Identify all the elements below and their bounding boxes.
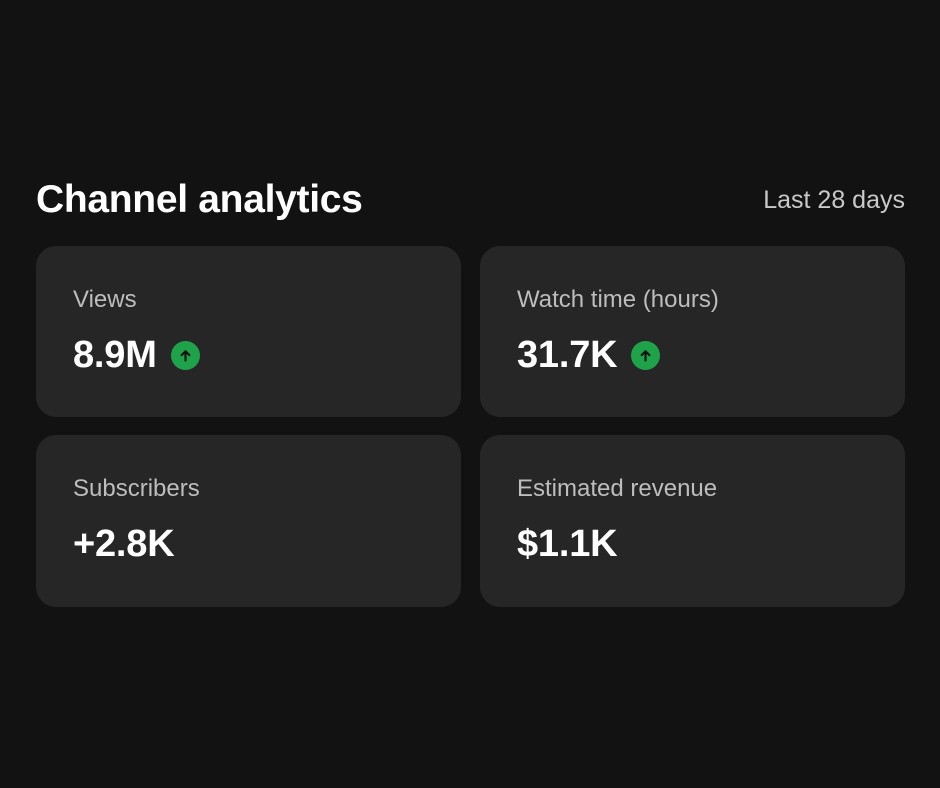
metric-value-row: $1.1K [517, 523, 618, 566]
metric-label: Estimated revenue [517, 475, 718, 502]
metric-value-row: +2.8K [73, 523, 175, 566]
metric-label: Subscribers [73, 475, 200, 502]
metric-value: 31.7K [517, 334, 618, 376]
metric-card-views[interactable]: Views 8.9M [36, 246, 461, 417]
page-title: Channel analytics [36, 178, 363, 221]
metric-value: +2.8K [73, 523, 175, 565]
arrow-up-circle-icon [631, 341, 661, 370]
metric-label: Watch time (hours) [517, 286, 719, 313]
metric-value-row: 8.9M [73, 334, 200, 377]
metric-card-estimated-revenue[interactable]: Estimated revenue $1.1K [480, 435, 905, 607]
channel-analytics-panel: Channel analytics Last 28 days Views 8.9… [36, 176, 905, 607]
metric-label: Views [73, 286, 137, 313]
metric-card-subscribers[interactable]: Subscribers +2.8K [36, 435, 461, 607]
arrow-up-circle-icon [170, 341, 200, 370]
metrics-grid: Views 8.9M Watch time (hours) 31.7K [36, 246, 905, 607]
metric-value: $1.1K [517, 523, 618, 565]
date-range-label[interactable]: Last 28 days [763, 186, 905, 214]
metric-card-watch-time[interactable]: Watch time (hours) 31.7K [480, 246, 905, 417]
metric-value: 8.9M [73, 334, 157, 376]
metric-value-row: 31.7K [517, 334, 661, 377]
analytics-header: Channel analytics Last 28 days [36, 176, 905, 224]
